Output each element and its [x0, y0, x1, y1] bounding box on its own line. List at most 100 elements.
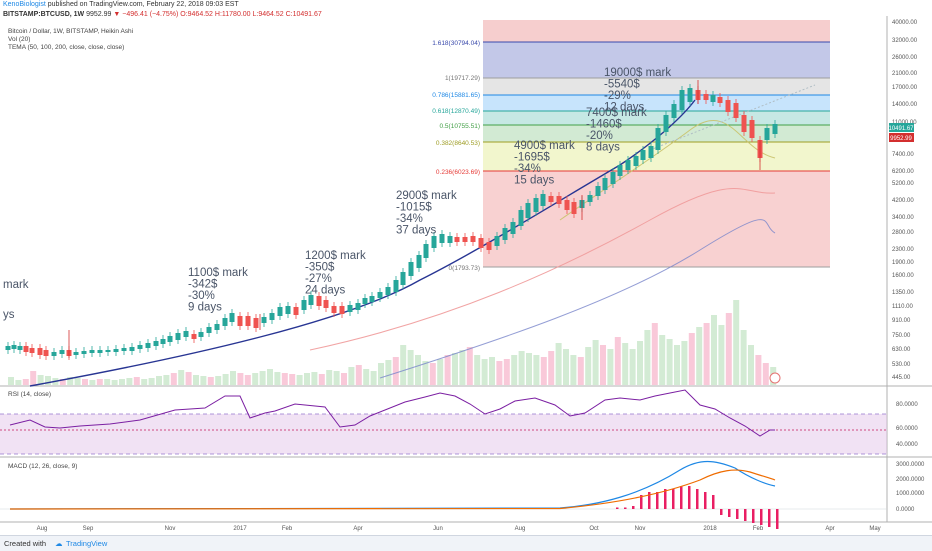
candle-body	[145, 343, 151, 348]
volume-bar	[496, 361, 503, 385]
volume-bar	[392, 357, 399, 385]
tema-50-line	[559, 120, 776, 221]
candle-body	[486, 242, 492, 250]
volume-bar	[230, 371, 236, 385]
candle-body	[269, 313, 275, 320]
candle-body	[206, 327, 212, 333]
macd-hist-bar	[768, 509, 771, 527]
volume-bar	[570, 355, 577, 385]
volume-bar	[577, 357, 584, 385]
current-price-badge	[889, 123, 914, 132]
macd-pane[interactable]	[0, 460, 887, 530]
macd-hist-bar	[712, 495, 715, 509]
volume-bar	[733, 300, 740, 385]
tradingview-logo-icon[interactable]: ☁	[55, 539, 63, 548]
volume-bar	[326, 370, 333, 385]
candle-body	[648, 146, 654, 158]
candle-body	[749, 120, 755, 138]
price-tick-label: 1110.00	[892, 304, 913, 310]
candle-body	[510, 222, 516, 234]
candle-body	[431, 236, 437, 248]
published-text: published on TradingView.com, February 2…	[47, 1, 239, 8]
volume-bar	[156, 376, 162, 385]
event-flag-icon[interactable]	[769, 372, 781, 384]
heikin-ashi-candles	[5, 80, 778, 360]
volume-bar	[407, 350, 414, 385]
volume-bar	[185, 372, 192, 385]
annotation-line: 4900$ mark	[514, 140, 575, 152]
candle-body	[454, 237, 460, 242]
candle-body	[214, 324, 220, 330]
fib-level-label: 0.5(10755.51)	[440, 123, 480, 130]
annotation-line: -29%	[604, 90, 631, 102]
price-tick-label: 21000.00	[892, 71, 918, 77]
volume-bar	[718, 325, 725, 385]
volume-bar	[429, 363, 436, 385]
candle-body	[331, 306, 337, 313]
candle-body	[73, 352, 79, 355]
time-tick-label: 2018	[703, 526, 717, 532]
price-tick-label: 1600.00	[892, 273, 914, 279]
signal-line	[9, 469, 776, 510]
candle-body	[494, 236, 500, 246]
volume-bar	[688, 333, 695, 385]
candle-body	[293, 307, 299, 315]
price-tick-label: 530.00	[892, 362, 911, 368]
volume-bar	[555, 343, 562, 385]
volume-bar	[422, 361, 429, 385]
candle-body	[741, 115, 747, 132]
volume-bar	[474, 355, 481, 385]
candle-body	[587, 195, 593, 202]
candle-body	[548, 196, 554, 202]
volume-bar	[215, 376, 222, 385]
macd-hist-bar	[696, 489, 699, 509]
candle-body	[105, 350, 111, 352]
time-tick-label: Apr	[825, 526, 834, 532]
volume-bar	[207, 377, 214, 385]
volume-bar	[311, 372, 318, 385]
annotation-line: 19000$ mark	[604, 67, 671, 79]
candle-body	[602, 178, 608, 190]
author-link[interactable]: KenoBiologist	[3, 1, 46, 8]
volume-bar	[274, 372, 281, 385]
annotation-line: -350$	[305, 262, 335, 274]
candle-body	[502, 228, 508, 240]
volume-bar	[89, 380, 96, 385]
candle-body	[97, 350, 103, 353]
macd-hist-bar	[664, 489, 667, 509]
annotation-line: 1100$ mark	[188, 267, 248, 279]
volume-bar	[289, 374, 296, 385]
time-tick-label: Nov	[635, 526, 646, 532]
candle-body	[51, 352, 57, 356]
candle-body	[29, 348, 35, 353]
volume-bar	[659, 335, 666, 385]
candle-body	[160, 339, 166, 344]
macd-hist-bar	[728, 509, 731, 517]
candle-body	[595, 186, 601, 196]
annotation-line: -30%	[188, 290, 215, 302]
volume-bar	[762, 363, 769, 385]
fib-level-label: 0.786(15881.65)	[432, 92, 480, 99]
parabolic-curve[interactable]	[29, 99, 696, 387]
macd-hist-bar	[648, 492, 651, 509]
tradingview-link[interactable]: TradingView	[66, 539, 108, 548]
volume-bar	[193, 375, 199, 385]
volume-bar	[104, 379, 111, 385]
rsi-pane[interactable]	[0, 389, 887, 455]
volume-bar	[267, 369, 273, 385]
candle-body	[113, 349, 119, 352]
macd-hist-bar	[640, 495, 643, 509]
volume-bar	[200, 376, 207, 385]
fib-zone	[483, 78, 830, 95]
volume-bar	[170, 373, 177, 385]
chart-header: KenoBiologist published on TradingView.c…	[0, 0, 932, 22]
volume-bar	[548, 351, 555, 385]
macd-hist-bar	[672, 489, 675, 509]
candle-body	[11, 345, 17, 349]
price-tick-label: 630.00	[892, 347, 911, 353]
candle-body	[37, 348, 43, 355]
legend-main: Bitcoin / Dollar, 1W, BITSTAMP, Heikin A…	[8, 28, 134, 35]
candle-body	[89, 350, 95, 353]
volume-bar	[711, 315, 717, 385]
